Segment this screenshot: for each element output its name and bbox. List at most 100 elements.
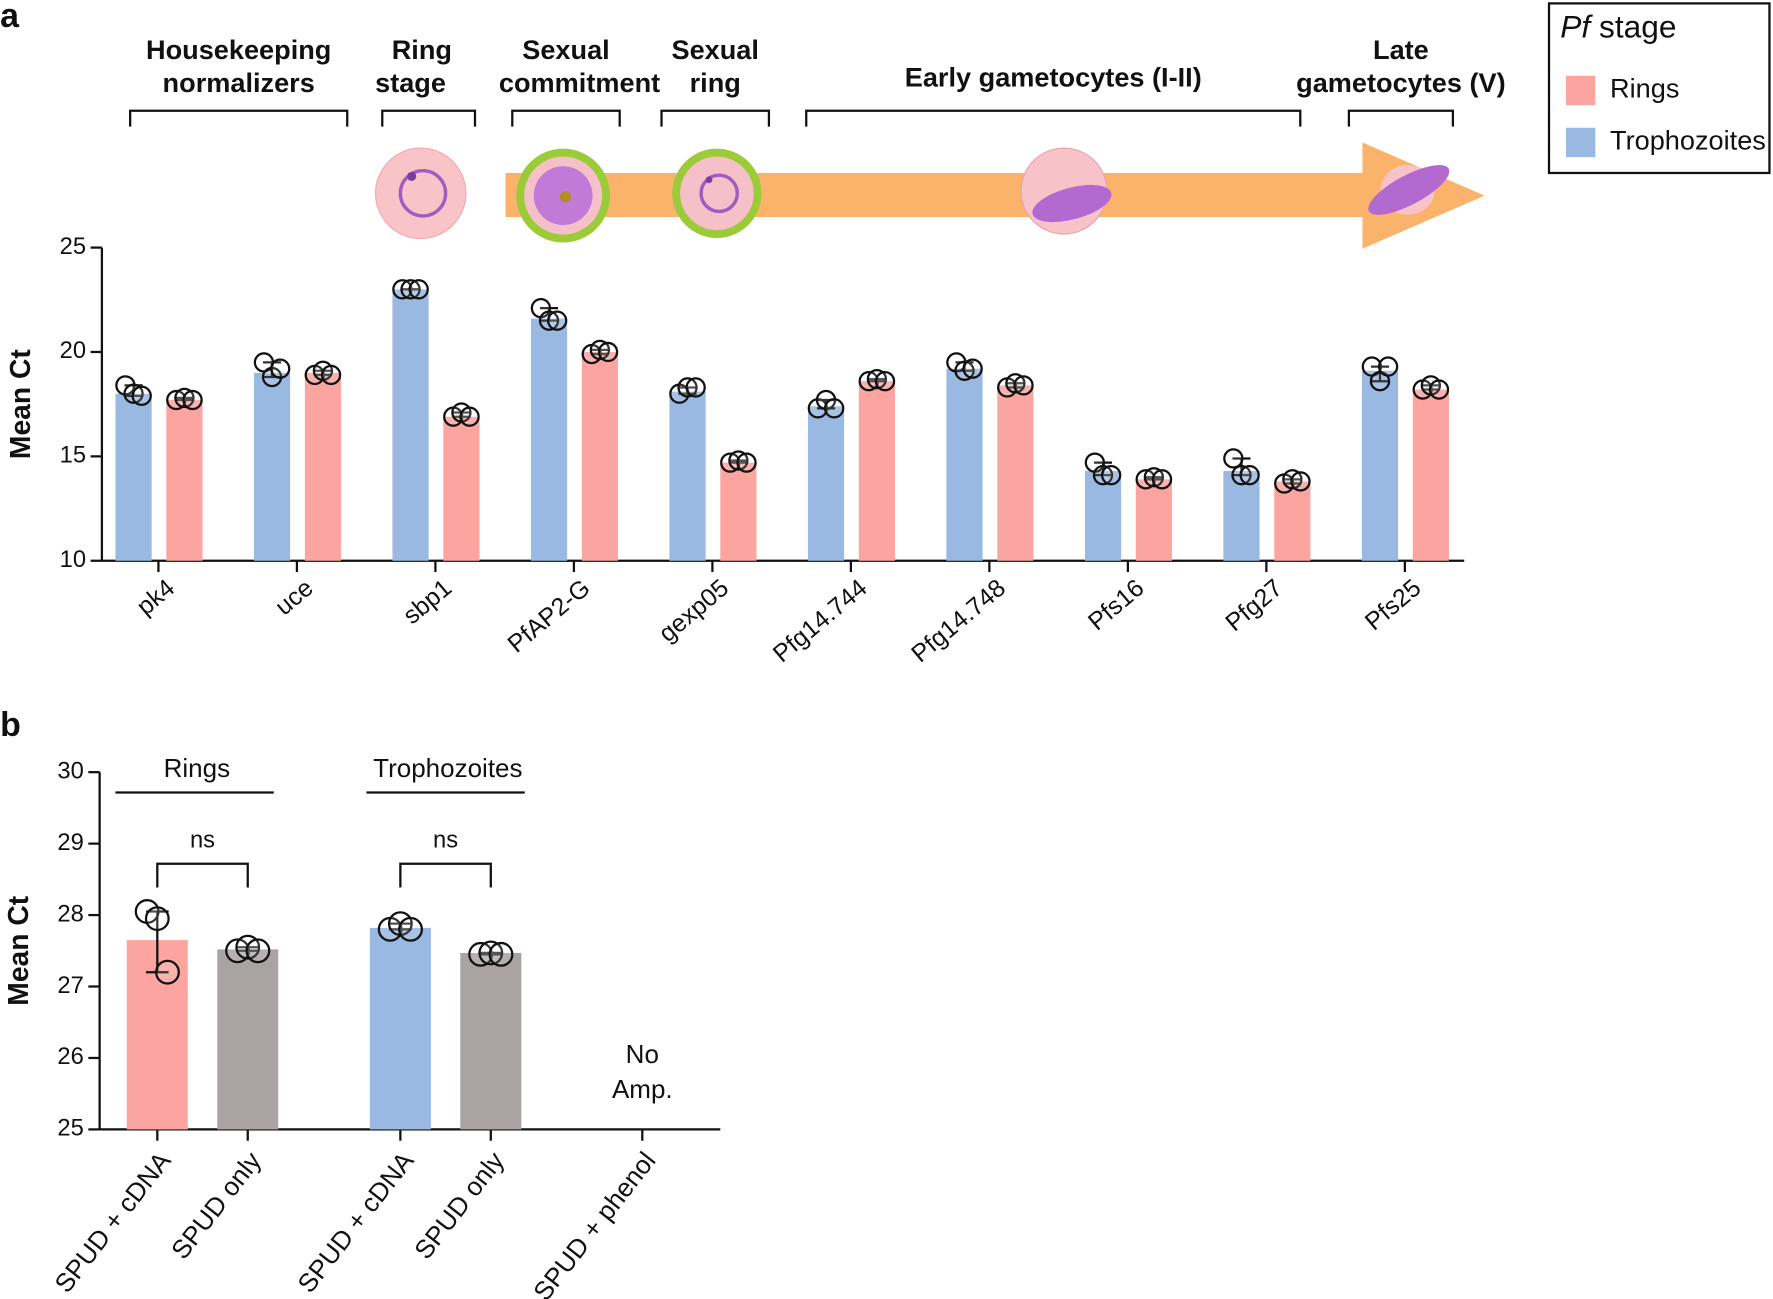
stage-label: commitment [499,67,660,98]
x-tick-label: PfAP2-G [502,574,595,659]
data-point [1239,464,1260,486]
data-point [685,377,706,398]
data-point [270,358,291,379]
x-tick-label: SPUD + cDNA [291,1145,420,1298]
x-tick-label: SPUD + cDNA [48,1145,177,1298]
legend-label: Trophozoites [1610,125,1766,156]
data-point [398,916,423,942]
x-tick-label: gexp05 [654,574,734,648]
stage-label: Sexual [522,34,609,65]
bar [1412,389,1449,561]
bar [1223,470,1260,561]
y-tick-label: 20 [60,338,86,364]
y-tick-label: 15 [60,443,86,469]
stage-label: Housekeeping [146,34,331,65]
bar [304,372,342,561]
stage-bracket [129,109,349,127]
y-tick-label: 25 [60,234,86,260]
x-tick-label: Pfg14.744 [768,574,873,668]
group-label: Rings [164,753,230,783]
group-label: Trophozoites [373,753,522,783]
y-tick-label: 28 [57,901,83,927]
legend-title-rest: stage [1599,9,1676,45]
data-point [736,452,757,473]
data-point [823,398,845,419]
significance-bracket [156,862,249,888]
stage-label: Late [1373,34,1429,65]
bar [807,406,845,561]
data-point [1223,448,1244,469]
stage-bracket [1347,109,1455,127]
x-tick-label: SPUD only [408,1146,510,1265]
data-point [546,310,568,331]
stage-label: normalizers [163,67,315,98]
significance-bracket [399,862,492,888]
data-point [597,341,619,363]
legend-swatch [1565,127,1596,158]
data-point [320,364,342,386]
bar [1361,370,1399,561]
stage-label: Ring [392,34,452,65]
stage-bracket [805,109,1302,127]
bar [369,927,431,1130]
bar [166,399,203,561]
stage-bracket [381,109,477,127]
stage-label: ring [690,67,741,98]
x-tick-label: SPUD + phenol [527,1146,661,1299]
bar [1274,481,1311,561]
bar [1084,470,1122,561]
y-tick-label: 29 [57,830,83,856]
annotation: No [626,1039,659,1069]
y-tick-label: 25 [57,1116,83,1142]
legend-title: Pf stage [1560,9,1676,45]
significance-label: ns [433,827,458,853]
x-tick-label: uce [270,574,319,621]
data-point [1151,469,1173,490]
y-axis-label: Mean Ct [4,349,36,459]
bar [460,952,522,1130]
x-tick-label: sbp1 [398,574,457,630]
data-point [962,358,983,379]
bar [253,372,291,561]
x-tick-label: Pfg27 [1220,574,1288,637]
data-point [1013,375,1034,396]
panel-label: b [0,706,21,744]
data-point [1377,356,1399,377]
panel-label: a [0,0,20,35]
legend: Rings Trophozoites [1565,73,1766,158]
y-tick-label: 30 [57,758,83,784]
x-tick-label: Pfs25 [1360,574,1427,636]
stage-label: stage [375,67,446,98]
bar [946,368,983,561]
bar [530,318,568,561]
y-tick-label: 10 [60,547,86,573]
data-point [874,371,896,392]
stage-bracket [660,109,771,127]
y-tick-label: 26 [57,1044,83,1070]
data-point [182,389,203,411]
data-point [488,941,514,967]
data-point [459,406,480,427]
x-tick-label: SPUD only [165,1146,267,1265]
x-tick-label: Pfg14.748 [906,574,1011,668]
stage-label: Sexual [671,34,758,65]
data-point [144,906,170,932]
stage-label: gametocytes (V) [1296,67,1506,98]
data-point [245,938,271,964]
data-point [1100,464,1122,486]
data-point [408,279,429,300]
legend-label: Rings [1610,73,1679,104]
bar [1135,479,1172,561]
annotation: Amp. [612,1074,673,1104]
data-point [1290,471,1311,492]
data-point [1428,379,1450,400]
bar [392,289,429,561]
bar [858,381,895,561]
data-point [131,385,152,406]
legend-swatch [1565,75,1596,106]
stage-arrow [374,142,1485,249]
y-tick-label: 27 [57,973,83,999]
stage-label: Early gametocytes (I-II) [905,61,1202,92]
data-point [155,959,180,985]
x-tick-label: Pfs16 [1083,574,1150,636]
